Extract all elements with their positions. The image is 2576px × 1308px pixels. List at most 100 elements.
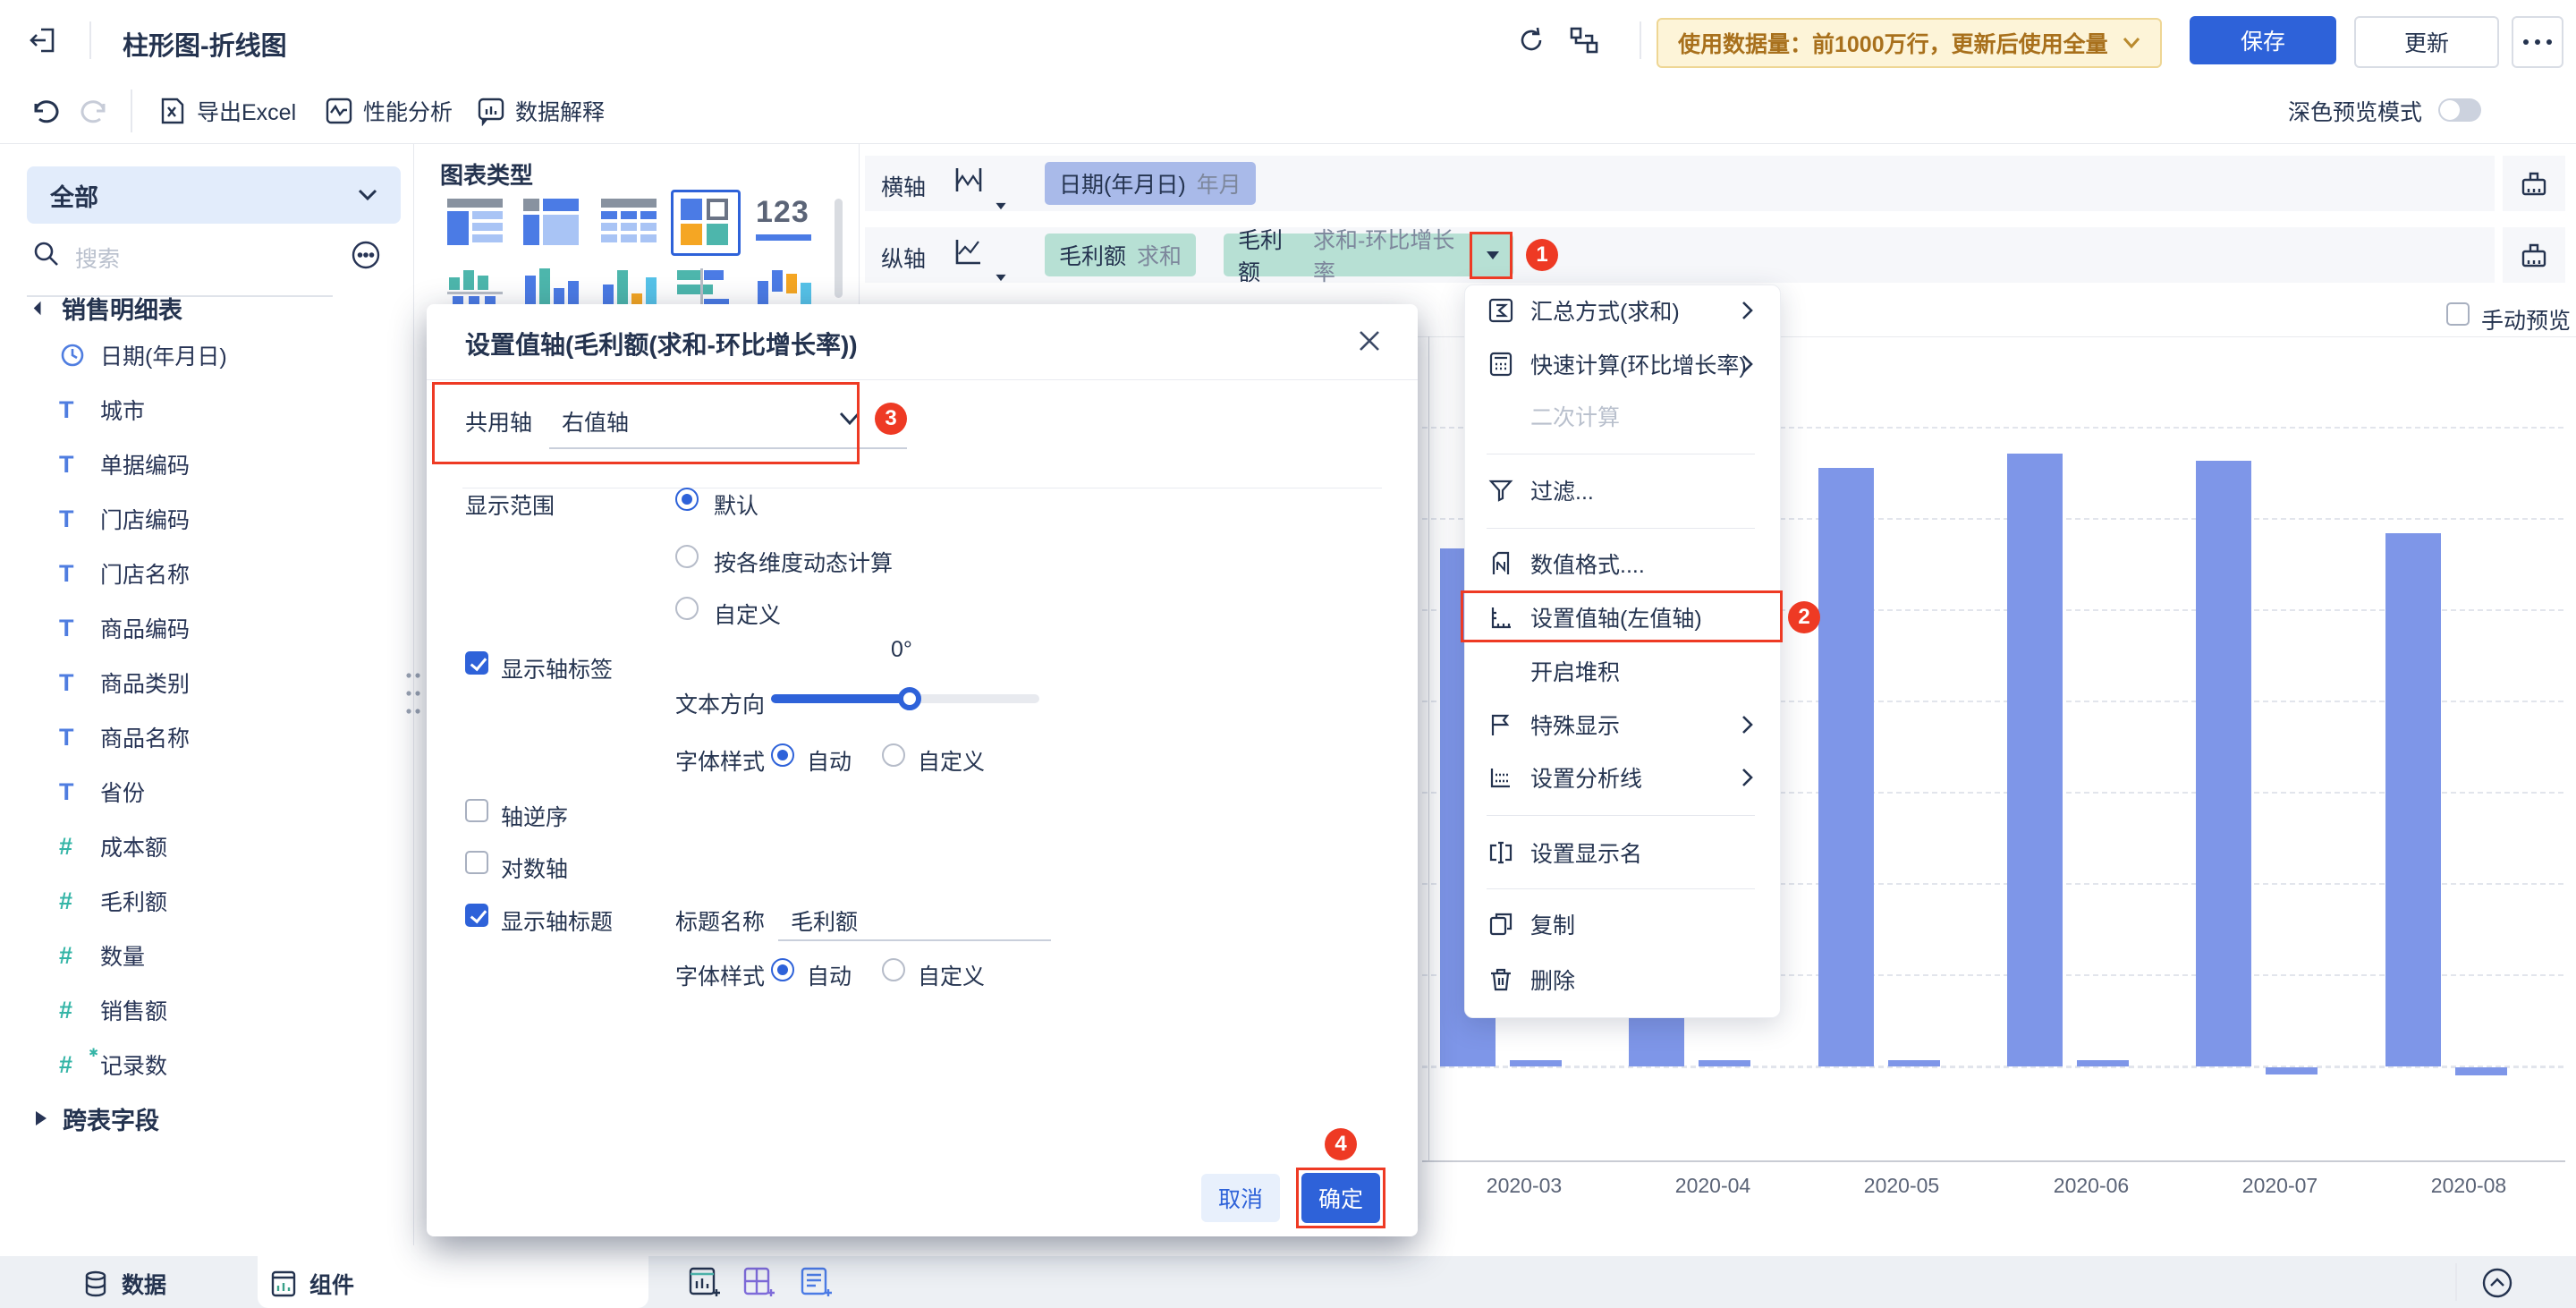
chart-type-detail-table-icon[interactable] (523, 199, 579, 245)
relation-flow-icon[interactable] (1568, 24, 1600, 56)
search-options-icon[interactable] (349, 238, 383, 272)
bar-毛利额(求和-环比增长率)[interactable] (1888, 1060, 1940, 1066)
field-item[interactable]: # 销售额 (59, 996, 168, 1025)
x-shelf-pill-date[interactable]: 日期(年月日) 年月 (1045, 162, 1256, 205)
analysis-line-icon (1487, 764, 1514, 791)
menu-item-copy[interactable]: 复制 (1464, 903, 1779, 946)
range-dynamic-radio[interactable] (675, 545, 699, 568)
chart-type-kpi-icon[interactable]: 123 (756, 195, 811, 242)
shared-axis-underline (549, 447, 907, 449)
chart-type-bar-icon[interactable] (677, 268, 733, 315)
field-item[interactable]: T 商品名称 (59, 723, 191, 752)
font-custom-radio[interactable] (882, 743, 905, 767)
menu-item-filter[interactable]: 过滤... (1464, 469, 1779, 512)
pill-dropdown-caret[interactable] (1487, 251, 1499, 259)
data-explain-button[interactable]: 数据解释 (476, 95, 605, 127)
menu-item-number-format[interactable]: 数值格式.... (1464, 542, 1779, 585)
x-axis-type-icon[interactable] (950, 161, 987, 199)
more-button[interactable] (2512, 16, 2563, 68)
manual-preview-checkbox[interactable] (2446, 302, 2470, 326)
y-axis-type-caret[interactable] (996, 274, 1006, 282)
field-item[interactable]: T 单据编码 (59, 450, 191, 480)
title-name-underline (778, 939, 1051, 941)
field-item[interactable]: T 商品编码 (59, 614, 191, 643)
field-item[interactable]: T 省份 (59, 777, 146, 807)
redo-icon[interactable] (77, 93, 113, 129)
font2-auto-radio[interactable] (771, 958, 794, 981)
menu-item-set-value-axis[interactable]: 设置值轴(左值轴) (1464, 596, 1779, 639)
chart-type-group-table-icon[interactable] (447, 199, 503, 245)
close-icon[interactable] (1356, 327, 1383, 354)
menu-item-special-display[interactable]: 特殊显示 (1464, 703, 1779, 746)
menu-item-delete[interactable]: 删除 (1464, 958, 1779, 1001)
bar-毛利额(求和)[interactable] (1818, 468, 1874, 1066)
x-axis-type-caret[interactable] (996, 202, 1006, 210)
show-axis-title-checkbox[interactable] (465, 904, 488, 927)
refresh-icon[interactable] (1515, 24, 1547, 56)
tab-component-active[interactable]: 组件 (270, 1268, 354, 1300)
field-item[interactable]: T 商品类别 (59, 668, 191, 698)
chart-type-multi-chart-selected[interactable] (671, 190, 741, 256)
scrollbar[interactable] (835, 199, 843, 298)
bar-毛利额(求和-环比增长率)[interactable] (1699, 1060, 1750, 1066)
field-item[interactable]: # 成本额 (59, 832, 168, 862)
menu-item-aggregation[interactable]: 汇总方式(求和) (1464, 289, 1779, 332)
back-icon[interactable] (27, 24, 59, 56)
dark-preview-toggle[interactable] (2438, 98, 2481, 122)
y-shelf-pill-profit-growth[interactable]: 毛利额 求和-环比增长率 (1224, 228, 1513, 285)
bar-毛利额(求和-环比增长率)[interactable] (2266, 1067, 2318, 1074)
add-chart-component-icon[interactable] (687, 1265, 721, 1301)
cross-table-fields-node[interactable]: 跨表字段 (36, 1102, 159, 1134)
field-item[interactable]: T 门店名称 (59, 559, 191, 589)
text-direction-slider-knob[interactable] (898, 687, 921, 710)
chart-type-cross-table-icon[interactable] (601, 199, 657, 245)
undo-icon[interactable] (27, 93, 63, 129)
menu-item-analysis-line[interactable]: 设置分析线 (1464, 756, 1779, 799)
cancel-button[interactable]: 取消 (1201, 1174, 1280, 1222)
range-custom-radio[interactable] (675, 597, 699, 620)
y-axis-type-icon[interactable] (950, 233, 987, 270)
bar-毛利额(求和-环比增长率)[interactable] (2455, 1067, 2507, 1075)
menu-item-quick-calc[interactable]: 快速计算(环比增长率) (1464, 343, 1779, 386)
add-list-component-icon[interactable] (799, 1265, 833, 1301)
table-node[interactable]: 销售明细表 (33, 292, 182, 324)
chevron-down-icon[interactable] (839, 412, 860, 426)
title-name-input[interactable]: 毛利额 (791, 910, 859, 935)
bar-毛利额(求和)[interactable] (2385, 533, 2441, 1066)
performance-analysis-button[interactable]: 性能分析 (324, 95, 453, 127)
font-auto-radio[interactable] (771, 743, 794, 767)
axis-reverse-checkbox[interactable] (465, 799, 488, 822)
clear-y-shelf-icon[interactable] (2517, 240, 2551, 274)
field-item[interactable]: T 城市 (59, 395, 146, 425)
show-axis-label-checkbox[interactable] (465, 651, 488, 675)
field-item[interactable]: # 毛利额 (59, 887, 168, 916)
save-button[interactable]: 保存 (2190, 16, 2336, 64)
add-dashboard-component-icon[interactable] (741, 1265, 775, 1301)
menu-item-display-name[interactable]: 设置显示名 (1464, 831, 1779, 874)
log-axis-checkbox[interactable] (465, 851, 488, 874)
bar-毛利额(求和)[interactable] (2007, 454, 2063, 1066)
y-shelf-pill-profit-sum[interactable]: 毛利额 求和 (1045, 234, 1197, 276)
table-scope-select[interactable]: 全部 (27, 166, 401, 224)
bar-毛利额(求和-环比增长率)[interactable] (2077, 1060, 2129, 1066)
field-item[interactable]: 日期(年月日) (0, 328, 411, 382)
menu-item-enable-stack[interactable]: 开启堆积 (1530, 660, 1621, 685)
shared-axis-select[interactable]: 右值轴 (562, 411, 630, 436)
bar-毛利额(求和-环比增长率)[interactable] (1510, 1060, 1562, 1066)
field-item[interactable]: # 记录数 (0, 1038, 411, 1091)
search-input[interactable]: 搜索 (75, 247, 121, 272)
clear-x-shelf-icon[interactable] (2517, 168, 2551, 202)
update-button[interactable]: 更新 (2354, 16, 2499, 68)
bar-毛利额(求和)[interactable] (2196, 461, 2251, 1066)
field-item[interactable]: T 门店编码 (59, 505, 191, 534)
field-item[interactable]: # 数量 (59, 941, 146, 971)
ok-button[interactable]: 确定 (1301, 1173, 1380, 1223)
chart-type-contrast-column-icon[interactable] (447, 268, 503, 315)
range-default-radio[interactable] (675, 488, 699, 511)
collapse-panel-icon[interactable] (2481, 1267, 2513, 1299)
tab-data[interactable]: 数据 (82, 1268, 166, 1300)
data-usage-badge[interactable]: 使用数据量：前1000万行，更新后使用全量 (1657, 18, 2162, 68)
panel-resize-handle[interactable] (403, 667, 423, 720)
font2-custom-radio[interactable] (882, 958, 905, 981)
export-excel-button[interactable]: 导出Excel (157, 95, 296, 127)
